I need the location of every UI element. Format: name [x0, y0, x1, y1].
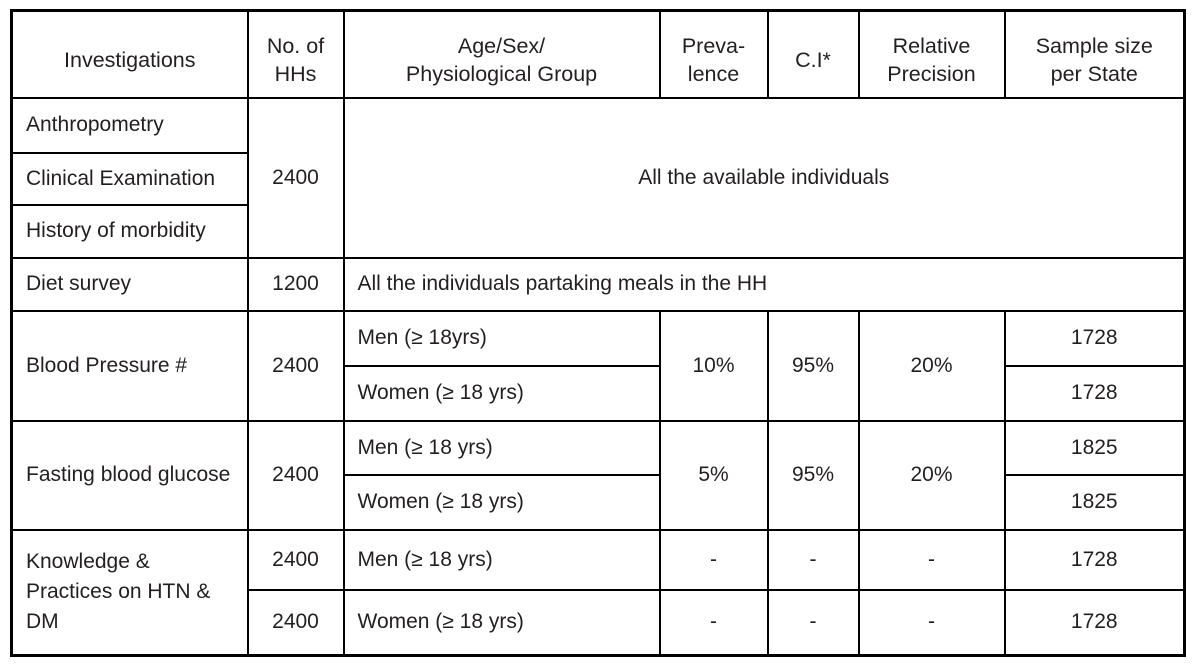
cell-fasting-glucose-men-sample: 1825 [1003, 419, 1186, 476]
row-anthropometry: Anthropometry 2400 All the available ind… [10, 96, 1186, 259]
cell-anthropometry-label: Anthropometry [10, 96, 249, 154]
cell-blood-pressure-label: Blood Pressure # [10, 309, 249, 422]
cell-fasting-glucose-women-group: Women (≥ 18 yrs) [342, 473, 661, 531]
header-row: Investigations No. of HHs Age/Sex/ Physi… [10, 9, 1186, 99]
cell-anthro-block-note: All the available individuals [342, 96, 1186, 259]
row-knowledge-men: Knowledge & Practices on HTN & DM 2400 M… [10, 528, 1186, 657]
cell-fasting-glucose-hhs: 2400 [246, 419, 345, 531]
header-sample-size: Sample size per State [1003, 9, 1186, 99]
cell-blood-pressure-relative-precision: 20% [857, 309, 1006, 422]
cell-clinical-examination-label: Clinical Examination [10, 151, 249, 206]
cell-fasting-glucose-label: Fasting blood glucose [10, 419, 249, 531]
cell-knowledge-men-ci: - [766, 528, 860, 591]
cell-blood-pressure-women-sample: 1728 [1003, 364, 1186, 422]
cell-knowledge-men-relative-precision: - [857, 528, 1006, 591]
cell-fasting-glucose-women-sample: 1825 [1003, 473, 1186, 531]
cell-knowledge-women-group: Women (≥ 18 yrs) [342, 588, 661, 657]
cell-knowledge-women-hhs: 2400 [246, 588, 345, 657]
row-history-of-morbidity: History of morbidity [10, 203, 1185, 259]
cell-blood-pressure-prevalence: 10% [658, 309, 769, 422]
cell-knowledge-women-prevalence: - [658, 588, 769, 657]
cell-knowledge-label: Knowledge & Practices on HTN & DM [10, 528, 249, 657]
cell-diet-survey-hhs: 1200 [246, 256, 345, 312]
cell-fasting-glucose-prevalence: 5% [658, 419, 769, 531]
cell-history-of-morbidity-label: History of morbidity [10, 203, 249, 259]
header-prevalence: Preva- lence [658, 9, 769, 99]
cell-anthro-block-hhs: 2400 [246, 96, 345, 259]
cell-fasting-glucose-relative-precision: 20% [857, 419, 1006, 531]
cell-knowledge-men-sample: 1728 [1003, 528, 1186, 591]
header-no-of-hhs: No. of HHs [246, 9, 345, 99]
header-investigations: Investigations [10, 9, 249, 99]
cell-knowledge-women-relative-precision: - [857, 588, 1006, 657]
cell-blood-pressure-women-group: Women (≥ 18 yrs) [342, 364, 661, 422]
header-relative-precision: Relative Precision [857, 9, 1006, 99]
cell-knowledge-women-sample: 1728 [1003, 588, 1186, 657]
cell-knowledge-women-ci: - [766, 588, 860, 657]
row-fasting-glucose-men: Fasting blood glucose 2400 Men (≥ 18 yrs… [10, 419, 1186, 531]
cell-knowledge-men-group: Men (≥ 18 yrs) [342, 528, 661, 591]
header-age-sex-group: Age/Sex/ Physiological Group [342, 9, 661, 99]
cell-blood-pressure-men-group: Men (≥ 18yrs) [342, 309, 661, 367]
cell-diet-survey-label: Diet survey [10, 256, 249, 312]
row-knowledge-women: 2400 Women (≥ 18 yrs) - - - 1728 [12, 588, 1186, 657]
cell-knowledge-men-prevalence: - [658, 528, 769, 591]
cell-blood-pressure-ci: 95% [766, 309, 860, 422]
sampling-design-table: Investigations No. of HHs Age/Sex/ Physi… [10, 9, 1186, 657]
row-diet-survey: Diet survey 1200 All the individuals par… [10, 256, 1186, 312]
cell-diet-survey-note: All the individuals partaking meals in t… [342, 256, 1186, 312]
row-fasting-glucose-women: Women (≥ 18 yrs) 1825 [12, 473, 1186, 531]
header-ci: C.I* [766, 9, 860, 99]
cell-fasting-glucose-ci: 95% [766, 419, 860, 531]
row-blood-pressure-men: Blood Pressure # 2400 Men (≥ 18yrs) 10% … [10, 309, 1186, 422]
row-clinical-examination: Clinical Examination [10, 151, 1185, 206]
row-blood-pressure-women: Women (≥ 18 yrs) 1728 [12, 364, 1186, 422]
cell-blood-pressure-hhs: 2400 [246, 309, 345, 422]
cell-fasting-glucose-men-group: Men (≥ 18 yrs) [342, 419, 661, 476]
cell-knowledge-men-hhs: 2400 [246, 528, 345, 591]
cell-blood-pressure-men-sample: 1728 [1003, 309, 1186, 367]
